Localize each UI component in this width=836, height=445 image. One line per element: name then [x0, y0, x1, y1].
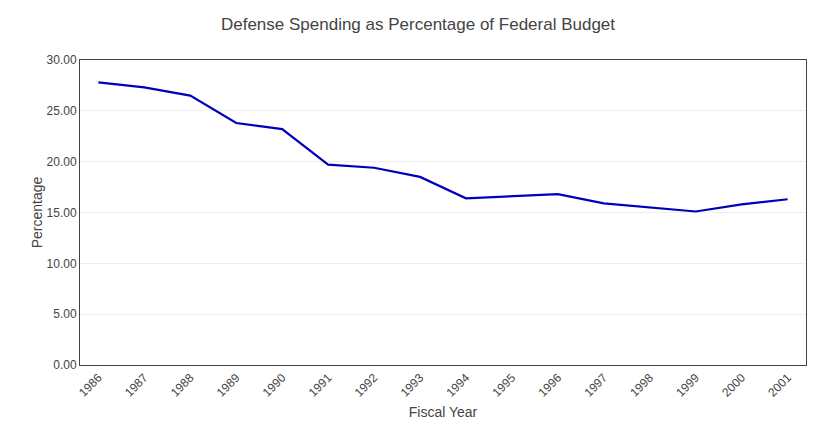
svg-text:1987: 1987 — [122, 371, 151, 400]
svg-text:20.00: 20.00 — [47, 155, 77, 169]
svg-text:1996: 1996 — [535, 371, 564, 400]
svg-text:Percentage: Percentage — [29, 176, 45, 248]
svg-text:5.00: 5.00 — [53, 307, 77, 321]
svg-text:1991: 1991 — [306, 371, 335, 400]
svg-text:1999: 1999 — [673, 371, 702, 400]
svg-text:Defense Spending as Percentage: Defense Spending as Percentage of Federa… — [221, 15, 615, 34]
svg-text:25.00: 25.00 — [47, 104, 77, 118]
svg-text:30.00: 30.00 — [47, 53, 77, 67]
svg-text:2000: 2000 — [719, 371, 748, 400]
svg-text:10.00: 10.00 — [47, 257, 77, 271]
svg-text:1992: 1992 — [352, 371, 381, 400]
svg-text:1995: 1995 — [490, 371, 519, 400]
svg-text:1998: 1998 — [627, 371, 656, 400]
svg-text:1994: 1994 — [444, 371, 473, 400]
svg-text:2001: 2001 — [765, 371, 794, 400]
svg-text:0.00: 0.00 — [53, 358, 77, 372]
svg-text:1988: 1988 — [168, 371, 197, 400]
svg-text:1986: 1986 — [76, 371, 105, 400]
svg-text:1997: 1997 — [581, 371, 610, 400]
svg-text:15.00: 15.00 — [47, 206, 77, 220]
svg-text:1990: 1990 — [260, 371, 289, 400]
svg-text:1993: 1993 — [398, 371, 427, 400]
svg-text:1989: 1989 — [214, 371, 243, 400]
svg-text:Fiscal Year: Fiscal Year — [409, 404, 478, 420]
